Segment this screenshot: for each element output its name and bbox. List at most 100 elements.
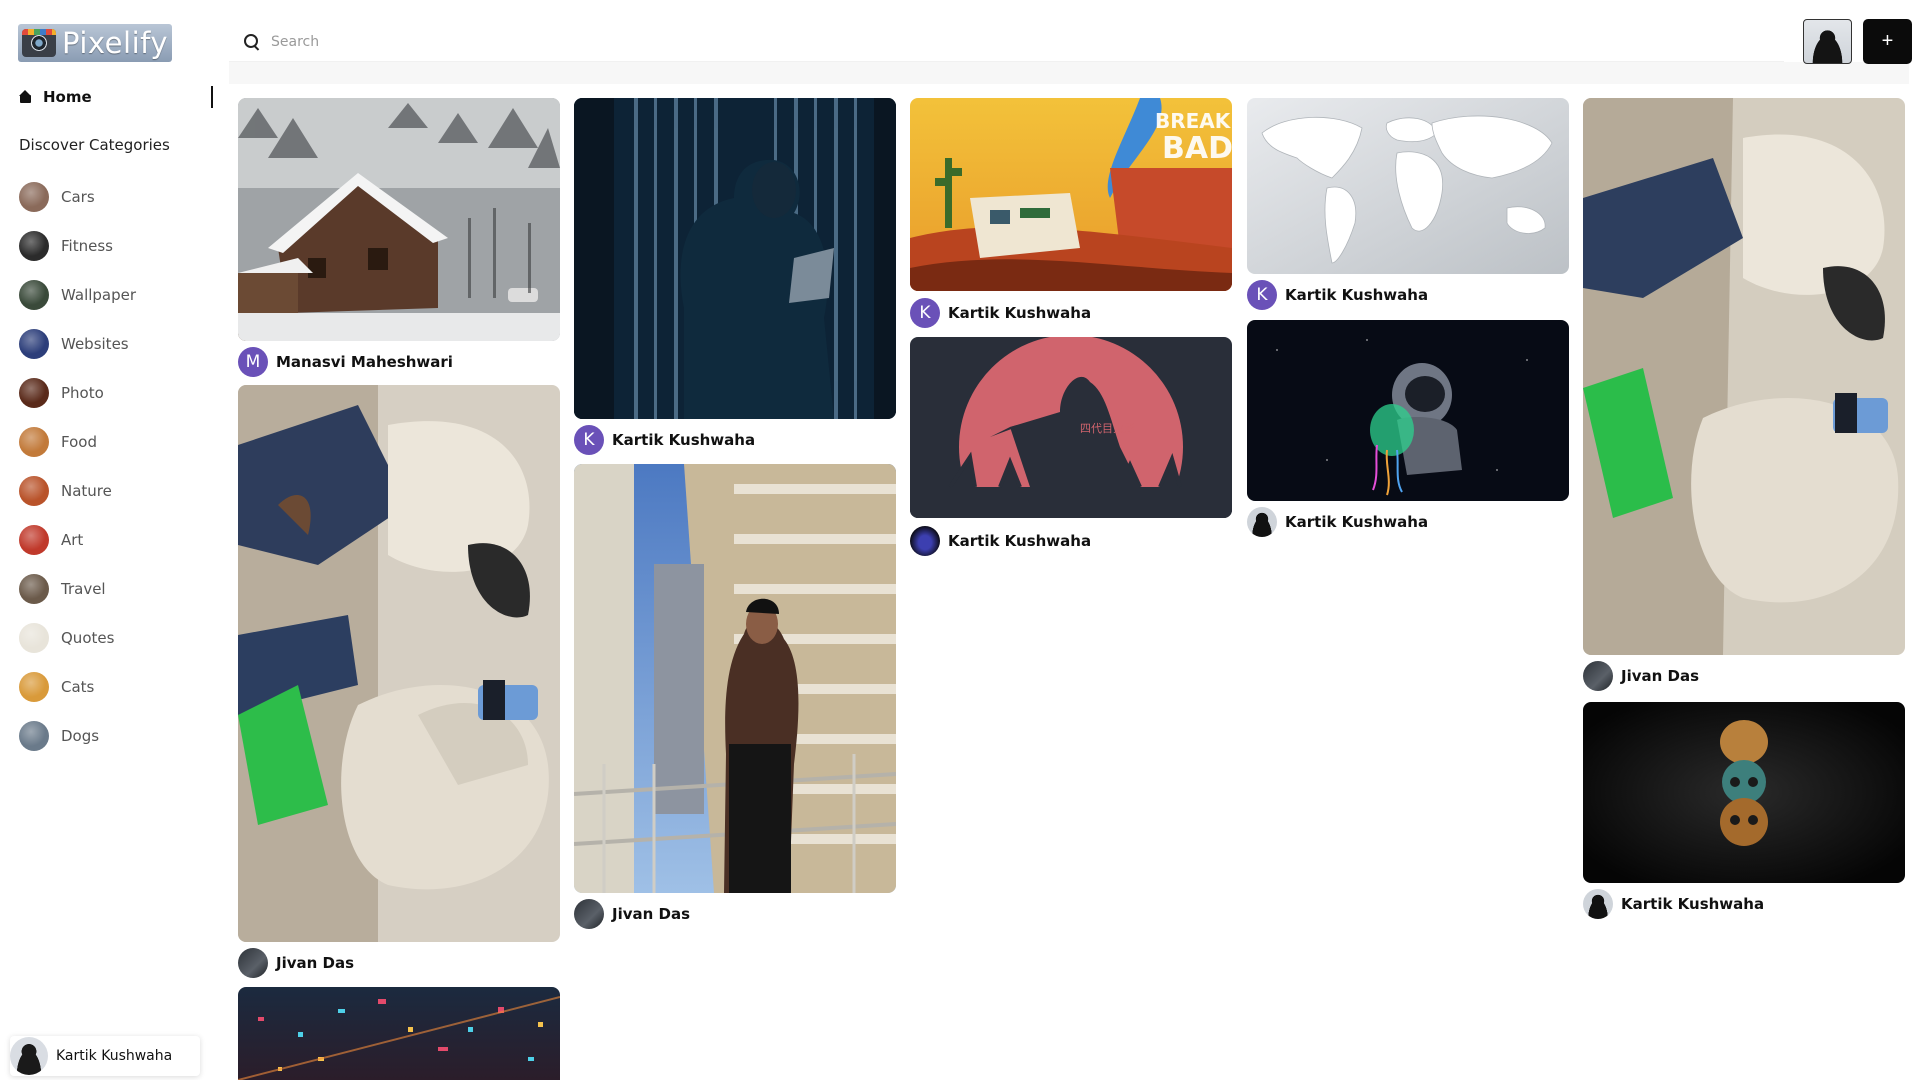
pin-author[interactable]: Kartik Kushwaha: [1583, 889, 1764, 919]
pin-image[interactable]: 四代目火影: [910, 337, 1232, 518]
pin-image[interactable]: [1583, 98, 1905, 655]
categories-heading: Discover Categories: [19, 136, 170, 154]
pin-card[interactable]: Jivan Das: [238, 385, 560, 979]
pin-card[interactable]: 四代目火影 Kartik Kushwaha: [910, 337, 1232, 557]
camera-logo-icon: [22, 29, 56, 57]
pin-card[interactable]: BREAKING BAD K Kartik Kushwaha: [910, 98, 1232, 328]
sidebar-item-label: Home: [43, 88, 92, 106]
user-avatar-button[interactable]: [1803, 19, 1852, 64]
pin-image[interactable]: [238, 385, 560, 942]
pin-author[interactable]: Jivan Das: [238, 948, 354, 978]
category-label: Cats: [61, 677, 95, 696]
author-avatar: [1583, 889, 1613, 919]
astronaut-image: [1247, 320, 1569, 501]
author-name: Kartik Kushwaha: [1285, 513, 1429, 531]
category-thumbnail: [19, 426, 49, 457]
category-item[interactable]: Websites: [19, 319, 136, 368]
pin-card[interactable]: Kartik Kushwaha: [1583, 702, 1905, 922]
app-logo[interactable]: Pixelify: [18, 24, 172, 62]
profile-chip[interactable]: Kartik Kushwaha: [10, 1036, 200, 1076]
pin-image[interactable]: [238, 987, 560, 1080]
pin-author[interactable]: M Manasvi Maheshwari: [238, 347, 453, 377]
category-item[interactable]: Dogs: [19, 711, 136, 760]
category-thumbnail: [19, 573, 49, 604]
author-name: Manasvi Maheshwari: [276, 353, 453, 371]
category-label: Fitness: [61, 236, 113, 255]
pin-image[interactable]: BREAKING BAD: [910, 98, 1232, 291]
pin-author[interactable]: Jivan Das: [1583, 661, 1699, 691]
pin-card[interactable]: [238, 987, 560, 1080]
pin-author[interactable]: Kartik Kushwaha: [910, 526, 1091, 556]
author-name: Kartik Kushwaha: [948, 532, 1092, 550]
category-label: Food: [61, 432, 97, 451]
pin-image[interactable]: [574, 464, 896, 893]
car-interior-image: [238, 385, 560, 942]
category-item[interactable]: Fitness: [19, 221, 136, 270]
category-label: Wallpaper: [61, 285, 137, 304]
svg-text:BAD: BAD: [1162, 131, 1232, 166]
svg-text:四代目火影: 四代目火影: [1080, 422, 1135, 435]
pin-image[interactable]: [1583, 702, 1905, 883]
author-name: Jivan Das: [276, 954, 355, 972]
category-item[interactable]: Quotes: [19, 613, 136, 662]
category-thumbnail: [19, 279, 49, 310]
pin-author[interactable]: K Kartik Kushwaha: [1247, 280, 1428, 310]
snow-house-image: [238, 98, 560, 341]
category-thumbnail: [19, 720, 49, 751]
avatar: [10, 1037, 48, 1075]
category-item[interactable]: Nature: [19, 466, 136, 515]
svg-text:BREAKING: BREAKING: [1155, 109, 1232, 133]
hacker-code-image: [574, 98, 896, 419]
balcony-man-image: [574, 464, 896, 893]
add-pin-button[interactable]: +: [1863, 19, 1912, 64]
category-item[interactable]: Travel: [19, 564, 136, 613]
pin-image[interactable]: [238, 98, 560, 341]
pin-image[interactable]: [574, 98, 896, 419]
category-label: Quotes: [61, 628, 115, 647]
pin-card[interactable]: K Kartik Kushwaha: [1247, 98, 1569, 310]
category-label: Cars: [61, 187, 95, 206]
category-label: Dogs: [61, 726, 100, 745]
search-icon: [243, 33, 261, 51]
author-avatar: [910, 526, 940, 556]
profile-name: Kartik Kushwaha: [56, 1048, 173, 1064]
author-avatar: M: [238, 347, 268, 377]
search-input[interactable]: [271, 33, 1671, 50]
pin-author[interactable]: K Kartik Kushwaha: [574, 425, 755, 455]
skull-sculpture-image: [1583, 702, 1905, 883]
category-item[interactable]: Cats: [19, 662, 136, 711]
pin-author[interactable]: K Kartik Kushwaha: [910, 298, 1091, 328]
pin-card[interactable]: Jivan Das: [1583, 98, 1905, 694]
category-list: Cars Fitness Wallpaper Websites Photo Fo…: [19, 172, 136, 760]
author-name: Jivan Das: [612, 905, 691, 923]
pin-card[interactable]: Jivan Das: [574, 464, 896, 930]
category-thumbnail: [19, 622, 49, 653]
author-avatar: K: [574, 425, 604, 455]
category-thumbnail: [19, 475, 49, 506]
category-item[interactable]: Cars: [19, 172, 136, 221]
pin-card[interactable]: Kartik Kushwaha: [1247, 320, 1569, 538]
category-item[interactable]: Wallpaper: [19, 270, 136, 319]
author-avatar: [238, 948, 268, 978]
category-label: Art: [61, 530, 84, 549]
category-item[interactable]: Photo: [19, 368, 136, 417]
category-label: Websites: [61, 334, 129, 353]
pin-author[interactable]: Kartik Kushwaha: [1247, 507, 1428, 537]
pin-card[interactable]: K Kartik Kushwaha: [574, 98, 896, 456]
category-label: Nature: [61, 481, 112, 500]
app-name: Pixelify: [62, 26, 168, 60]
city-lights-image: [238, 987, 560, 1080]
author-name: Kartik Kushwaha: [1621, 895, 1765, 913]
world-map-image: [1247, 98, 1569, 274]
author-name: Kartik Kushwaha: [612, 431, 756, 449]
home-icon: [19, 90, 33, 104]
category-thumbnail: [19, 524, 49, 555]
pin-image[interactable]: [1247, 98, 1569, 274]
sidebar-item-home[interactable]: Home: [19, 86, 213, 108]
author-name: Jivan Das: [1621, 667, 1700, 685]
pin-image[interactable]: [1247, 320, 1569, 501]
pin-author[interactable]: Jivan Das: [574, 899, 690, 929]
category-item[interactable]: Food: [19, 417, 136, 466]
pin-card[interactable]: M Manasvi Maheshwari: [238, 98, 560, 380]
category-item[interactable]: Art: [19, 515, 136, 564]
